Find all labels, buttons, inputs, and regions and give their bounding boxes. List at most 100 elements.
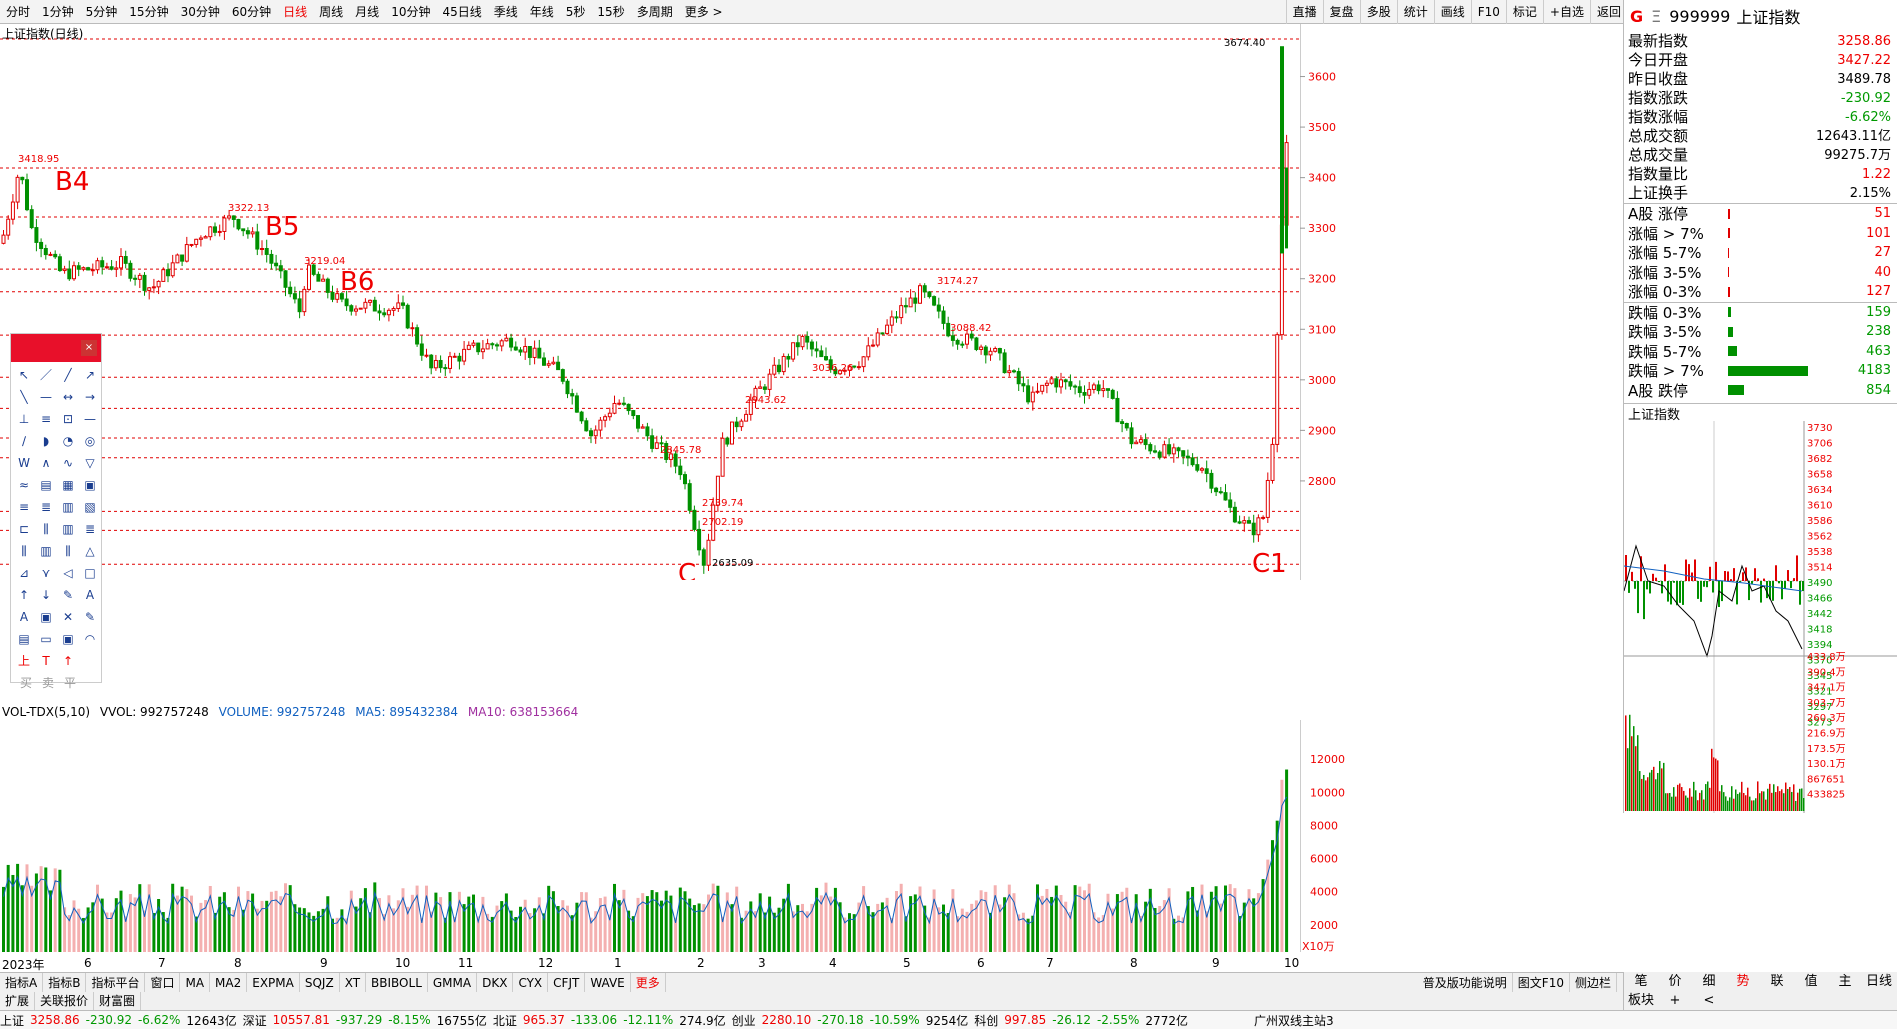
drawing-tool-icon[interactable]: ▧ xyxy=(84,500,96,514)
drawing-tool-icon[interactable]: ∿ xyxy=(62,456,74,470)
extended-tab[interactable]: 关联报价 xyxy=(35,992,95,1010)
drawing-tool-icon[interactable]: ◁ xyxy=(63,566,73,580)
period-tab[interactable]: 分时 xyxy=(6,4,31,19)
side-link[interactable]: 普及版功能说明 xyxy=(1418,973,1513,992)
drawing-tool-icon[interactable]: ▽ xyxy=(85,456,95,470)
drawing-tool-icon[interactable]: A xyxy=(85,588,95,602)
drawing-tool-icon[interactable]: ╱ xyxy=(64,368,72,382)
indicator-tab[interactable]: BBIBOLL xyxy=(366,973,428,992)
extended-tab[interactable]: 扩展 xyxy=(0,992,36,1010)
toolbar-button[interactable]: 返回 xyxy=(1589,0,1627,24)
toolbar-button[interactable]: 直播 xyxy=(1285,0,1323,24)
toolbar-button[interactable]: 复盘 xyxy=(1322,0,1360,24)
status-site[interactable]: 广州双线主站3 xyxy=(1253,1013,1334,1028)
drawing-tool-icon[interactable]: ▤ xyxy=(40,478,52,492)
side-tab[interactable]: 日线 xyxy=(1865,974,1892,989)
toolbar-button[interactable]: 多股 xyxy=(1359,0,1397,24)
drawing-tool-icon[interactable]: ≈ xyxy=(18,478,30,492)
side-tab[interactable]: 板块 xyxy=(1627,993,1654,1008)
candlestick-chart[interactable]: B4 B5 B6 C C1 3418.95 3322.13 3219.04 3174.27 308… xyxy=(0,24,1300,580)
drawing-tool-icon[interactable]: △ xyxy=(85,544,95,558)
drawing-tool-icon[interactable]: ◠ xyxy=(84,632,96,646)
indicator-tab[interactable]: MA xyxy=(180,973,211,992)
drawing-tool-icon[interactable]: ◗ xyxy=(42,434,50,448)
drawing-tool-icon[interactable]: ▥ xyxy=(40,544,52,558)
drawing-tool-icon[interactable]: ↖ xyxy=(18,368,30,382)
drawing-tool-icon[interactable]: ⋎ xyxy=(41,566,51,580)
drawing-tool-icon[interactable]: ✎ xyxy=(62,588,74,602)
toolbar-button[interactable]: 画线 xyxy=(1433,0,1471,24)
drawing-tool-icon[interactable]: ▭ xyxy=(40,632,52,646)
indicator-tab[interactable]: 窗口 xyxy=(145,973,181,992)
indicator-tab[interactable]: WAVE xyxy=(585,973,631,992)
period-tab[interactable]: 月线 xyxy=(355,4,380,19)
flat-button[interactable]: 平 xyxy=(63,676,76,690)
indicator-tab[interactable]: 更多 xyxy=(631,973,666,992)
drawing-tool-icon[interactable]: ≡ xyxy=(18,500,30,514)
period-tab[interactable]: 日线 xyxy=(283,4,308,19)
period-tab[interactable]: 更多 > xyxy=(684,4,723,19)
drawing-tool-icon[interactable]: ⊥ xyxy=(18,412,30,426)
drawing-tool-icon[interactable]: ∧ xyxy=(41,456,51,470)
indicator-tab[interactable]: MA2 xyxy=(210,973,248,992)
indicator-tab[interactable]: 指标B xyxy=(43,973,87,992)
period-tab[interactable]: 周线 xyxy=(319,4,344,19)
side-tab[interactable]: 价 xyxy=(1668,974,1682,989)
toolbox-header[interactable]: × xyxy=(11,334,101,362)
drawing-tool-icon[interactable]: ▣ xyxy=(62,632,74,646)
extended-tab[interactable]: 财富圈 xyxy=(94,992,142,1010)
period-tab[interactable]: 多周期 xyxy=(636,4,673,19)
period-tab[interactable]: 5秒 xyxy=(565,4,586,19)
side-tab[interactable]: < xyxy=(1703,993,1715,1008)
period-tab[interactable]: 年线 xyxy=(529,4,554,19)
toolbar-button[interactable]: F10 xyxy=(1470,0,1506,24)
drawing-tool-icon[interactable]: ⊏ xyxy=(18,522,30,536)
drawing-tool-icon[interactable]: ≡ xyxy=(40,412,52,426)
side-tab[interactable]: 联 xyxy=(1770,974,1784,989)
menu-icon[interactable]: Ξ xyxy=(1651,6,1662,26)
intraday-mini-chart[interactable]: 3730 3706 3682 3658 3634 3610 3586 3562 3538 3514… xyxy=(1623,421,1897,813)
sell-button[interactable]: 卖 xyxy=(41,676,54,690)
indicator-tab[interactable]: EXPMA xyxy=(247,973,300,992)
drawing-tool-icon[interactable]: ▦ xyxy=(62,478,74,492)
drawing-tool-icon[interactable]: ↔ xyxy=(62,390,74,404)
toolbar-button[interactable]: +自选 xyxy=(1542,0,1590,24)
indicator-tab[interactable]: 指标A xyxy=(0,973,44,992)
drawing-tool-icon[interactable]: ／ xyxy=(39,368,52,382)
drawing-tool-icon[interactable]: — xyxy=(40,390,52,404)
indicator-tab[interactable]: CFJT xyxy=(548,973,586,992)
toolbar-button[interactable]: 标记 xyxy=(1505,0,1543,24)
drawing-tool-icon[interactable]: ▥ xyxy=(62,500,74,514)
side-link[interactable]: 图文F10 xyxy=(1513,973,1570,992)
period-tab[interactable]: 5分钟 xyxy=(85,4,118,19)
drawing-tool-icon[interactable]: ⫼ xyxy=(21,544,27,558)
period-tab[interactable]: 15秒 xyxy=(597,4,625,19)
side-link[interactable]: 侧边栏 xyxy=(1570,973,1617,992)
drawing-tool-icon[interactable]: ⫼ xyxy=(65,544,71,558)
period-tab[interactable]: 60分钟 xyxy=(231,4,272,19)
drawing-tool-icon[interactable]: ▤ xyxy=(18,632,30,646)
indicator-tab[interactable]: GMMA xyxy=(428,973,478,992)
side-tab[interactable]: 细 xyxy=(1702,974,1716,989)
drawing-tool-icon[interactable]: ⊡ xyxy=(62,412,74,426)
drawing-tool-icon[interactable]: → xyxy=(84,390,96,404)
drawing-tool-icon[interactable]: ↗ xyxy=(84,368,96,382)
period-tab[interactable]: 10分钟 xyxy=(391,4,431,19)
drawing-tool-icon[interactable]: ╲ xyxy=(20,390,28,404)
drawing-toolbox[interactable]: × ↖ ／ ╱ ↗ ╲ — ↔ → ⊥ ≡ ⊡ — ∕ ◗ ◔ ◎ W ∧ ∿ ▽ ≈ ▤ ▦ ▣ ≡ ≣ ▥ ▧ ⊏ ⫼ ▥ ≣ ⫼ ▥ ⫼ △ ⊿ ⋎… xyxy=(10,333,102,690)
drawing-tool-icon[interactable]: T xyxy=(42,654,50,668)
drawing-tool-icon[interactable]: — xyxy=(84,412,96,426)
period-tab[interactable]: 30分钟 xyxy=(180,4,220,19)
drawing-tool-icon[interactable]: ◎ xyxy=(84,434,96,448)
drawing-tool-icon[interactable]: ↑ xyxy=(62,654,74,668)
drawing-tool-icon[interactable]: ◔ xyxy=(62,434,74,448)
drawing-tool-icon[interactable]: ≣ xyxy=(84,522,96,536)
close-icon[interactable]: × xyxy=(81,340,97,356)
drawing-tool-icon[interactable]: ↓ xyxy=(40,588,52,602)
g-icon[interactable]: G xyxy=(1630,6,1644,26)
volume-chart[interactable] xyxy=(0,720,1300,952)
period-tab[interactable]: 1分钟 xyxy=(42,4,74,19)
drawing-tool-icon[interactable]: 上 xyxy=(17,654,30,668)
drawing-tool-icon[interactable]: ▥ xyxy=(62,522,74,536)
drawing-tool-icon[interactable]: ↑ xyxy=(18,588,30,602)
